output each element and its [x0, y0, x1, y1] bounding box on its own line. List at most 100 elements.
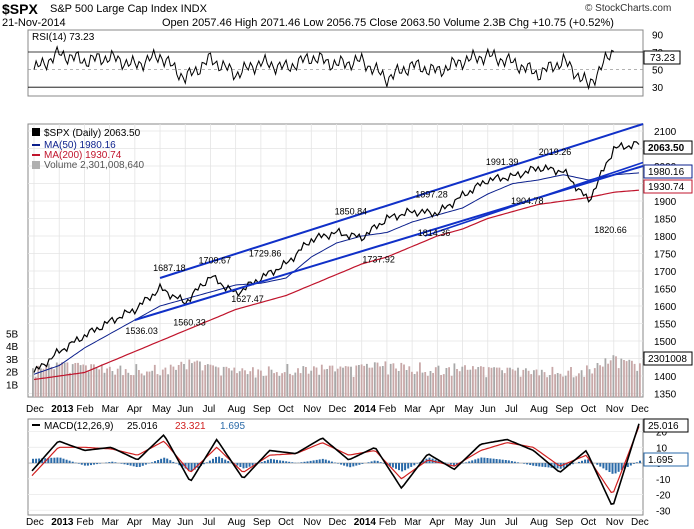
macd-hist-bar: [614, 463, 617, 474]
volume-bar: [424, 372, 427, 397]
macd-hist-bar: [160, 458, 163, 463]
volume-bar: [419, 362, 421, 397]
macd-hist-bar: [355, 463, 358, 466]
macd-hist-bar: [77, 463, 80, 464]
macd-hist-bar: [422, 460, 425, 463]
volume-bar: [403, 364, 405, 397]
volume-bar: [350, 366, 352, 397]
stockcharts-credit[interactable]: © StockCharts.com: [585, 3, 672, 14]
badge-ma200: [643, 179, 693, 194]
macd-hist-bar: [452, 463, 455, 466]
macd-hist-bar: [111, 461, 114, 464]
rsi-tick-label: 30: [652, 83, 664, 94]
volume-bar: [217, 367, 220, 397]
volume-bar: [220, 375, 222, 397]
x-tick-label: Dec: [26, 517, 44, 528]
macd-hist-bar: [382, 463, 385, 464]
volume-bar: [604, 358, 607, 397]
x-tick-label: Apr: [127, 404, 143, 415]
price-tick-label: 1400: [654, 372, 677, 383]
macd-hist-bar: [312, 460, 315, 464]
volume-bar: [323, 369, 326, 397]
volume-bar: [34, 376, 37, 397]
macd-hist-bar: [90, 463, 92, 466]
volume-bar: [440, 375, 442, 397]
x-tick-label: Mar: [404, 404, 422, 415]
volume-bar: [246, 374, 249, 397]
channel-upper: [159, 123, 644, 279]
volume-bar: [596, 363, 599, 397]
volume-bar: [95, 368, 98, 397]
macd-hist-bar: [215, 457, 217, 464]
macd-hist-bar: [86, 463, 89, 466]
macd-hist-bar: [532, 463, 535, 466]
volume-bar: [273, 373, 275, 397]
volume-bar: [498, 367, 501, 397]
volume-bar: [260, 370, 262, 397]
macd-hist-bar: [492, 458, 495, 464]
volume-bar: [556, 373, 559, 397]
price-tick-label: 1900: [654, 197, 677, 208]
macd-hist-bar: [465, 462, 468, 464]
price-tick-label: 1700: [654, 267, 677, 278]
macd-hist-bar: [343, 463, 346, 466]
volume-bar: [283, 372, 286, 397]
volume-bar: [71, 364, 74, 397]
volume-bar: [111, 371, 114, 397]
rsi-tick-label: 50: [652, 66, 664, 77]
macd-hist-bar: [495, 459, 498, 464]
volume-bar: [236, 373, 238, 397]
macd-hist-bar: [599, 463, 602, 467]
volume-bar: [543, 372, 546, 397]
macd-hist-bar: [260, 462, 263, 464]
price-annotation: 1536.03: [125, 326, 158, 336]
macd-hist-bar: [617, 463, 620, 472]
volume-bar: [482, 366, 485, 397]
volume-bar: [40, 368, 42, 397]
volume-bar: [265, 375, 268, 397]
x-tick-label: Jul: [202, 517, 215, 528]
price-tick-label: 1600: [654, 302, 677, 313]
x-tick-label: Sep: [555, 404, 573, 415]
volume-bar: [286, 364, 289, 397]
volume-bar: [567, 370, 570, 397]
macd-hist-bar: [62, 458, 65, 463]
volume-bar: [442, 374, 445, 397]
badge-ma50-text: 1980.16: [648, 167, 685, 178]
volume-bar: [47, 363, 50, 397]
volume-bar: [546, 377, 548, 397]
x-tick-label: Feb: [379, 404, 397, 415]
volume-bar: [270, 369, 273, 397]
macd-hist-bar: [489, 458, 492, 464]
macd-hist-bar: [178, 463, 181, 466]
price-annotation: 1814.36: [418, 228, 451, 238]
x-tick-label: Sep: [253, 517, 271, 528]
macd-hist-bar: [239, 463, 242, 467]
volume-bar: [400, 362, 403, 397]
volume-bar: [408, 366, 411, 397]
macd-hist-bar: [352, 463, 355, 467]
volume-bar: [525, 368, 527, 397]
macd-hist-bar: [141, 463, 144, 466]
macd-hist-bar: [285, 461, 288, 463]
volume-bar: [66, 362, 69, 397]
macd-hist-bar: [379, 462, 382, 463]
volume-bar: [628, 359, 631, 397]
macd-hist-bar: [300, 462, 303, 463]
volume-bar: [199, 361, 201, 397]
macd-hist-bar: [581, 460, 583, 464]
macd-hist-bar: [224, 459, 227, 464]
macd-hist-bar: [596, 463, 599, 465]
volume-bar: [241, 368, 244, 397]
macd-hist-bar: [477, 458, 480, 464]
macd-hist-bar: [639, 460, 641, 464]
macd-hist-bar: [218, 456, 221, 463]
volume-bar: [466, 369, 469, 397]
volume-bar: [615, 356, 617, 397]
macd-hist-bar: [367, 462, 370, 464]
macd-hist-bar: [410, 463, 413, 467]
volume-bar: [193, 361, 196, 397]
index-name: S&P 500 Large Cap Index INDX: [50, 3, 207, 15]
volume-bar: [511, 369, 514, 397]
x-tick-label: Feb: [379, 517, 397, 528]
